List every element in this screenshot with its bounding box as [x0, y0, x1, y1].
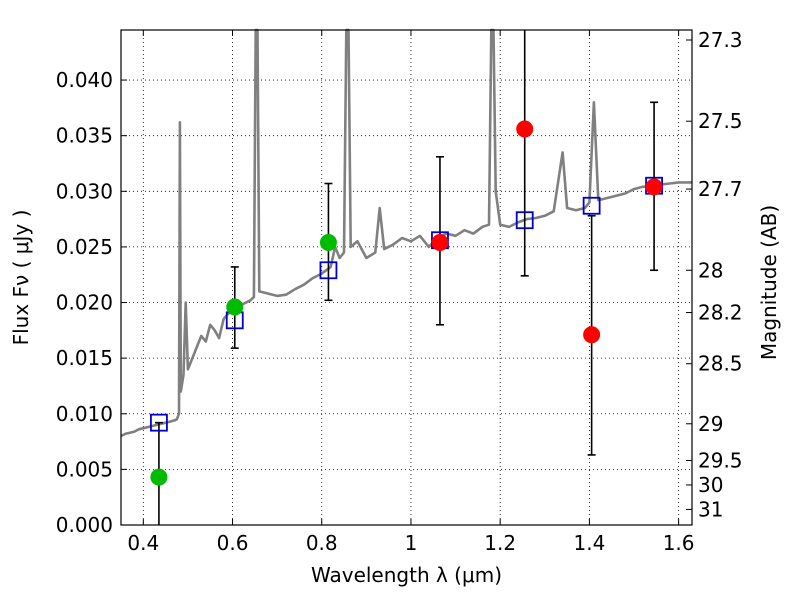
- observed-point-red: [516, 120, 534, 138]
- y-tick-label: 0.010: [56, 402, 113, 426]
- x-tick-label: 0.6: [217, 531, 249, 555]
- mag-tick-label: 28.5: [698, 352, 743, 376]
- axis-ticks: 0.4 0.6 0.8 1 1.2 1.4 1.6 0.000 0.005 0.010 0.015 0…: [56, 28, 743, 555]
- observed-points: [150, 120, 663, 486]
- model-square: [319, 261, 338, 280]
- x-tick-label: 1.6: [663, 531, 695, 555]
- y-tick-label: 0.040: [56, 68, 113, 92]
- x-tick-label: 1: [405, 531, 418, 555]
- y-tick-label: 0.030: [56, 179, 113, 203]
- x-tick-label: 0.8: [306, 531, 338, 555]
- mag-tick-label: 27.3: [698, 28, 743, 52]
- grid-lines: [121, 30, 692, 526]
- y-tick-label: 0.025: [56, 235, 113, 259]
- observed-point-red: [583, 326, 601, 344]
- x-tick-label: 0.4: [127, 531, 159, 555]
- plot-frame: [120, 29, 693, 526]
- mag-tick-label: 28: [698, 258, 723, 282]
- model-square: [515, 211, 534, 230]
- x-axis-label: Wavelength λ (μm): [311, 563, 502, 587]
- observed-point-green: [226, 298, 244, 316]
- mag-tick-label: 27.5: [698, 109, 743, 133]
- y-tick-label: 0.015: [56, 346, 113, 370]
- spectrum-line: [120, 28, 692, 438]
- observed-point-red: [431, 233, 449, 251]
- mag-tick-label: 28.2: [698, 301, 743, 325]
- mag-tick-label: 31: [698, 497, 723, 521]
- mag-tick-label: 29.5: [698, 448, 743, 472]
- observed-point-red: [645, 178, 663, 196]
- observed-point-green: [150, 468, 168, 486]
- mag-tick-label: 29: [698, 412, 723, 436]
- model-square: [150, 413, 168, 432]
- x-tick-label: 1.2: [484, 531, 516, 555]
- model-square: [582, 196, 601, 215]
- spectrum-path: [120, 28, 692, 438]
- mag-tick-label: 27.7: [698, 177, 743, 201]
- mag-tick-label: 30: [698, 473, 723, 497]
- error-bars: [154, 30, 659, 525]
- y-tick-label: 0.020: [56, 291, 113, 315]
- observed-point-green: [319, 233, 337, 251]
- x-tick-label: 1.4: [573, 531, 605, 555]
- y2-axis-label: Magnitude (AB): [757, 205, 781, 360]
- y-tick-label: 0.035: [56, 124, 113, 148]
- y-tick-label: 0.005: [56, 457, 113, 481]
- y-tick-label: 0.000: [56, 513, 113, 537]
- y-axis-label: Flux Fν ( μJy ): [9, 210, 33, 346]
